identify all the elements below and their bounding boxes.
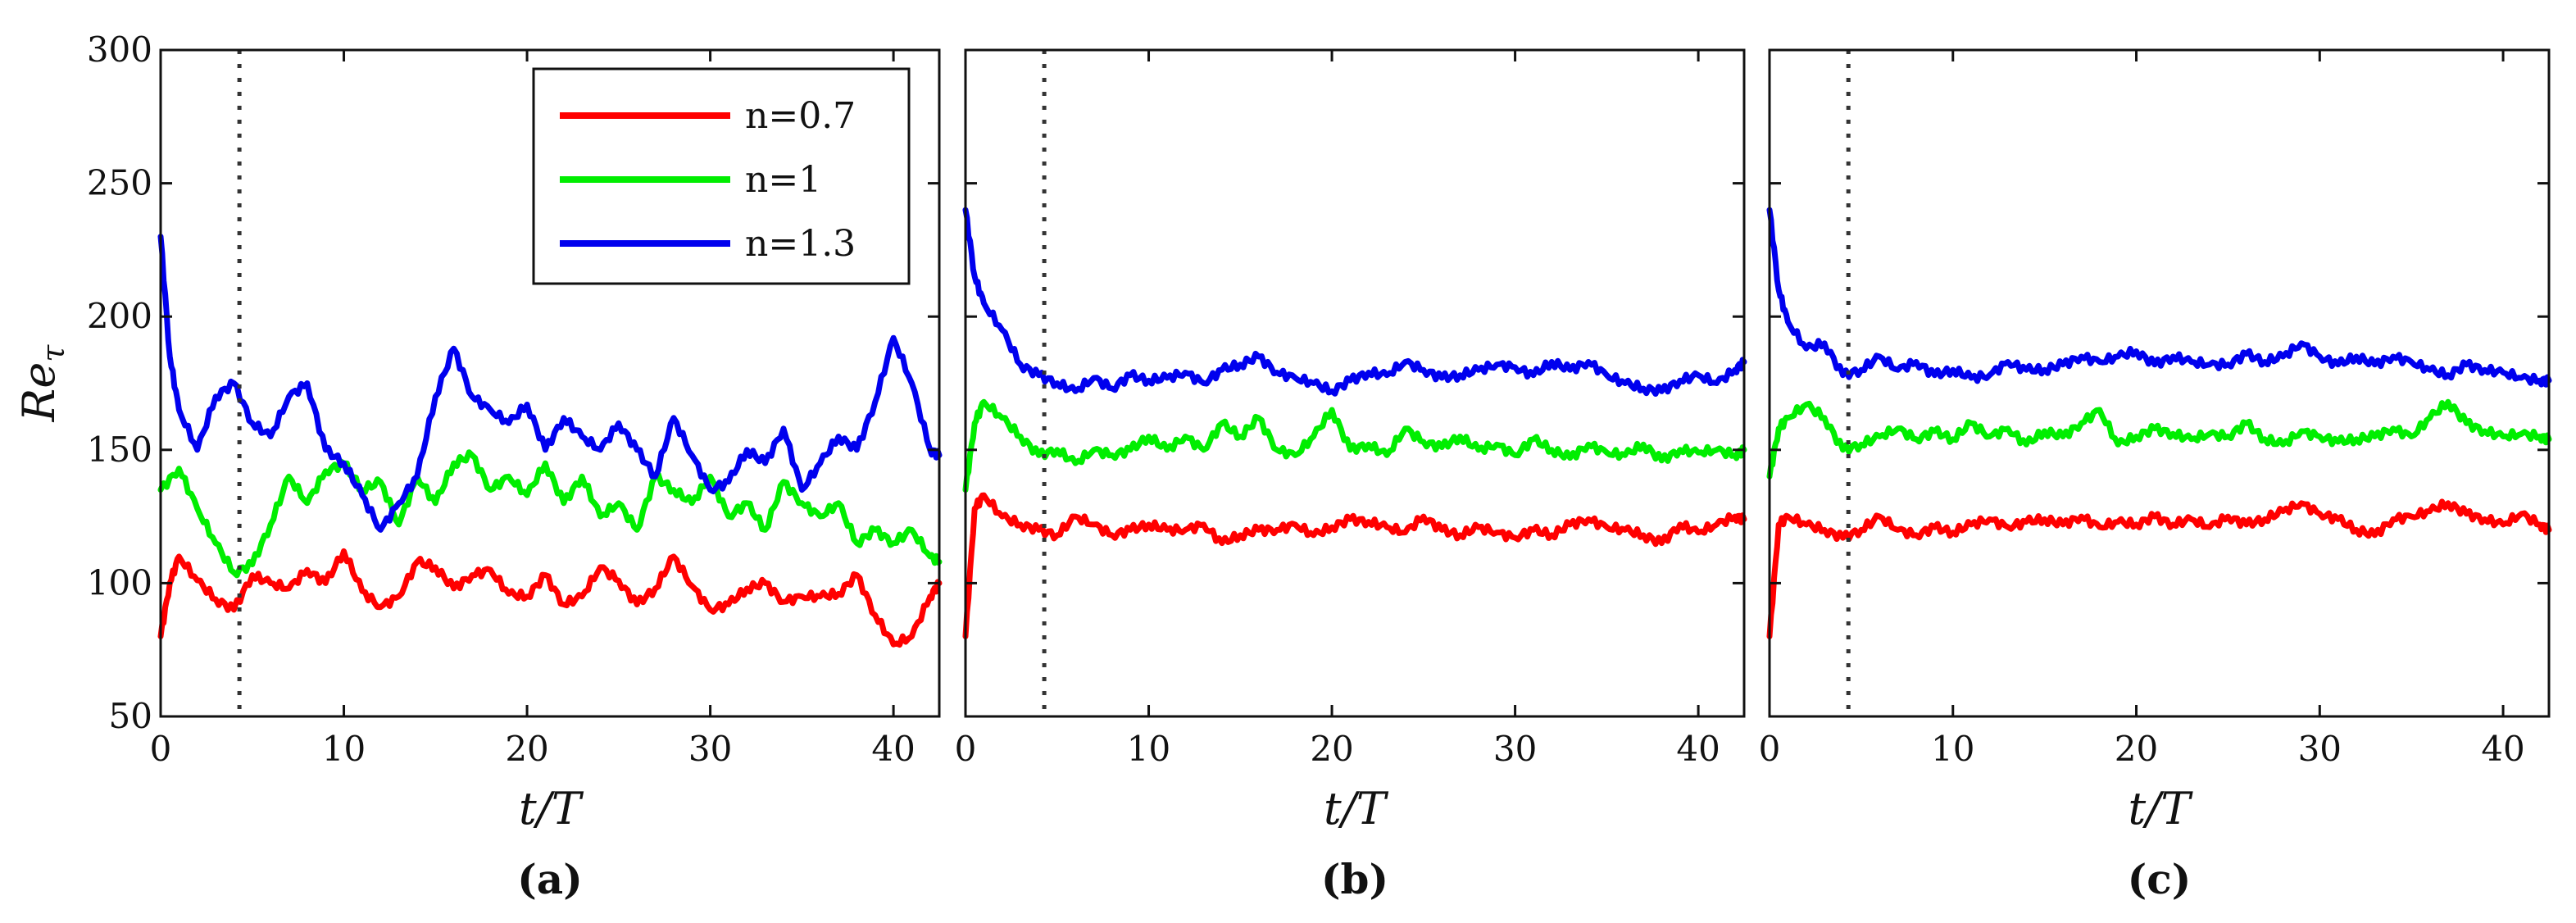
x-tick-label: 30 (688, 729, 732, 769)
panel-c: 0 10 20 30 40 t/T (c) (1759, 48, 2552, 903)
x-tick-label: 20 (1310, 729, 1353, 769)
y-tick-label: 250 (87, 163, 152, 203)
legend-label: n=1.3 (745, 223, 856, 265)
axes-frame (964, 48, 1746, 718)
x-tick-label: 30 (1493, 729, 1537, 769)
series-line-n=1.3 (157, 234, 943, 533)
series-line-n=0.7 (157, 548, 943, 648)
series-line-n=0.7 (962, 492, 1747, 639)
x-axis-label: t/T (2128, 783, 2194, 834)
x-tick-label: 40 (871, 729, 915, 769)
x-tick-label: 10 (322, 729, 366, 769)
series-line-n=1.3 (1766, 207, 2552, 388)
x-tick-label: 10 (1931, 729, 1974, 769)
x-tick-label: 40 (2481, 729, 2524, 769)
x-tick-label: 0 (1759, 729, 1781, 769)
x-tick-label: 10 (1127, 729, 1170, 769)
legend-label: n=0.7 (745, 95, 856, 137)
axes-frame (1768, 48, 2551, 718)
series-line-n=1 (157, 449, 943, 579)
y-tick-label: 300 (87, 30, 152, 70)
x-tick-label: 20 (505, 729, 548, 769)
y-tick-label: 150 (87, 430, 152, 470)
panel-label: (a) (517, 855, 583, 903)
panels: 0 10 20 30 4050100150200250300t/T(a)Reτn=0.7… (13, 30, 2552, 903)
x-tick-label: 30 (2298, 729, 2342, 769)
panel-label: (c) (2128, 855, 2192, 903)
panel-a: 0 10 20 30 40 50 100 150 200 250 300 t/T (a) Reτ n=0.7… (13, 30, 943, 903)
legend: n=0.7 n=1 n=1.3 (532, 67, 911, 285)
series-line-n=1 (962, 398, 1747, 493)
panel-label: (b) (1321, 855, 1388, 903)
y-axis-label: Reτ (13, 344, 71, 423)
axes-frame (159, 48, 941, 718)
x-axis-label: t/T (519, 783, 584, 834)
series-line-n=0.7 (1766, 498, 2552, 639)
x-tick-label: 0 (150, 729, 172, 769)
x-tick-label: 20 (2115, 729, 2158, 769)
y-tick-label: 100 (87, 562, 152, 602)
series-line-n=1.3 (962, 207, 1747, 397)
y-tick-label: 50 (109, 696, 152, 736)
panel-b: 0 10 20 30 40 t/T (b) (955, 48, 1747, 903)
x-axis-label: t/T (1324, 783, 1389, 834)
x-tick-label: 0 (955, 729, 977, 769)
series-line-n=1 (1766, 398, 2552, 480)
y-tick-label: 200 (87, 296, 152, 336)
x-tick-label: 40 (1676, 729, 1720, 769)
legend-label: n=1 (745, 159, 821, 201)
